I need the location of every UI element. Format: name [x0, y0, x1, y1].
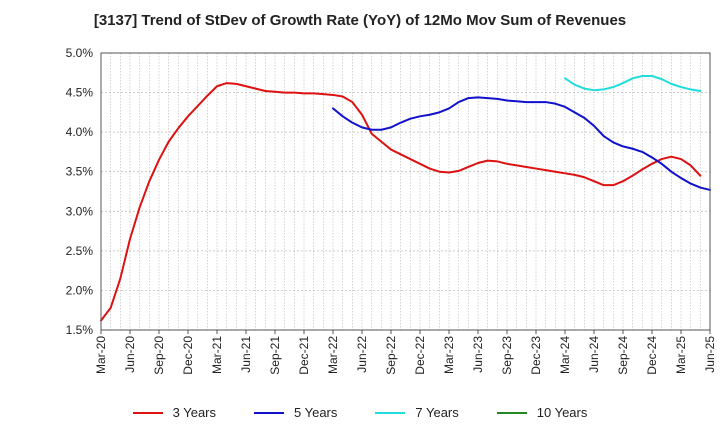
x-tick-label: Sep-21 — [268, 336, 282, 375]
legend-item-5-years: 5 Years — [254, 405, 337, 420]
plot-border — [100, 52, 711, 331]
x-tick-label: Mar-21 — [210, 336, 224, 374]
series-line-7-years — [564, 74, 702, 92]
y-tick-label: 5.0% — [66, 46, 94, 60]
series-lines — [100, 74, 711, 322]
x-tick-label: Dec-24 — [645, 336, 659, 375]
legend-swatch-5-years — [254, 411, 284, 414]
x-tick-label: Sep-22 — [384, 336, 398, 375]
x-tick-label: Dec-20 — [181, 336, 195, 375]
x-tick-label: Jun-24 — [587, 336, 601, 373]
series-line-5-years — [332, 96, 711, 191]
y-tick-label: 1.5% — [66, 323, 94, 337]
x-tick-label: Dec-23 — [529, 336, 543, 375]
legend-label-5-years: 5 Years — [294, 405, 338, 420]
legend-label-3-years: 3 Years — [172, 405, 216, 420]
x-tick-label: Jun-20 — [123, 336, 137, 373]
y-tick-label: 4.5% — [66, 86, 94, 100]
legend-swatch-3-years — [132, 411, 163, 414]
legend-swatch-10-years — [496, 411, 527, 414]
grid — [101, 52, 710, 331]
x-tick-label: Mar-25 — [674, 336, 688, 374]
y-tick-label: 4.0% — [66, 125, 94, 139]
legend-item-3-years: 3 Years — [132, 405, 216, 420]
series-line-3-years — [100, 82, 702, 322]
x-axis: Mar-20 Jun-20 Sep-20 Dec-20 Mar-21 Jun-21 Sep-… — [94, 330, 717, 375]
x-tick-label: Jun-21 — [239, 336, 253, 373]
x-tick-label: Mar-23 — [442, 336, 456, 374]
legend-label-7-years: 7 Years — [415, 405, 459, 420]
x-tick-label: Sep-23 — [500, 336, 514, 375]
x-tick-label: Sep-24 — [616, 336, 630, 375]
x-tick-label: Mar-24 — [558, 336, 572, 374]
legend-label-10-years: 10 Years — [536, 405, 588, 420]
legend-item-10-years: 10 Years — [496, 405, 588, 420]
legend-item-7-years: 7 Years — [375, 405, 459, 420]
y-tick-label: 2.0% — [66, 283, 94, 297]
x-tick-label: Jun-25 — [703, 336, 717, 373]
y-tick-label: 3.0% — [66, 204, 94, 218]
x-tick-label: Sep-20 — [152, 336, 166, 375]
x-tick-label: Dec-22 — [413, 336, 427, 375]
x-tick-label: Jun-23 — [471, 336, 485, 373]
plot-frame — [100, 52, 711, 331]
chart-title: [3137] Trend of StDev of Growth Rate (Yo… — [93, 12, 627, 29]
legend-swatch-7-years — [375, 411, 406, 414]
x-tick-label: Jun-22 — [355, 336, 369, 373]
y-tick-label: 2.5% — [66, 244, 94, 258]
y-axis: 1.5% 2.0% 2.5% 3.0% 3.5% 4.0% 4.5% 5.0% — [66, 46, 94, 337]
x-tick-label: Mar-22 — [326, 336, 340, 374]
x-tick-label: Dec-21 — [297, 336, 311, 375]
x-tick-label: Mar-20 — [94, 336, 108, 374]
y-tick-label: 3.5% — [66, 165, 94, 179]
legend: 3 Years 5 Years 7 Years 10 Years — [0, 405, 720, 420]
